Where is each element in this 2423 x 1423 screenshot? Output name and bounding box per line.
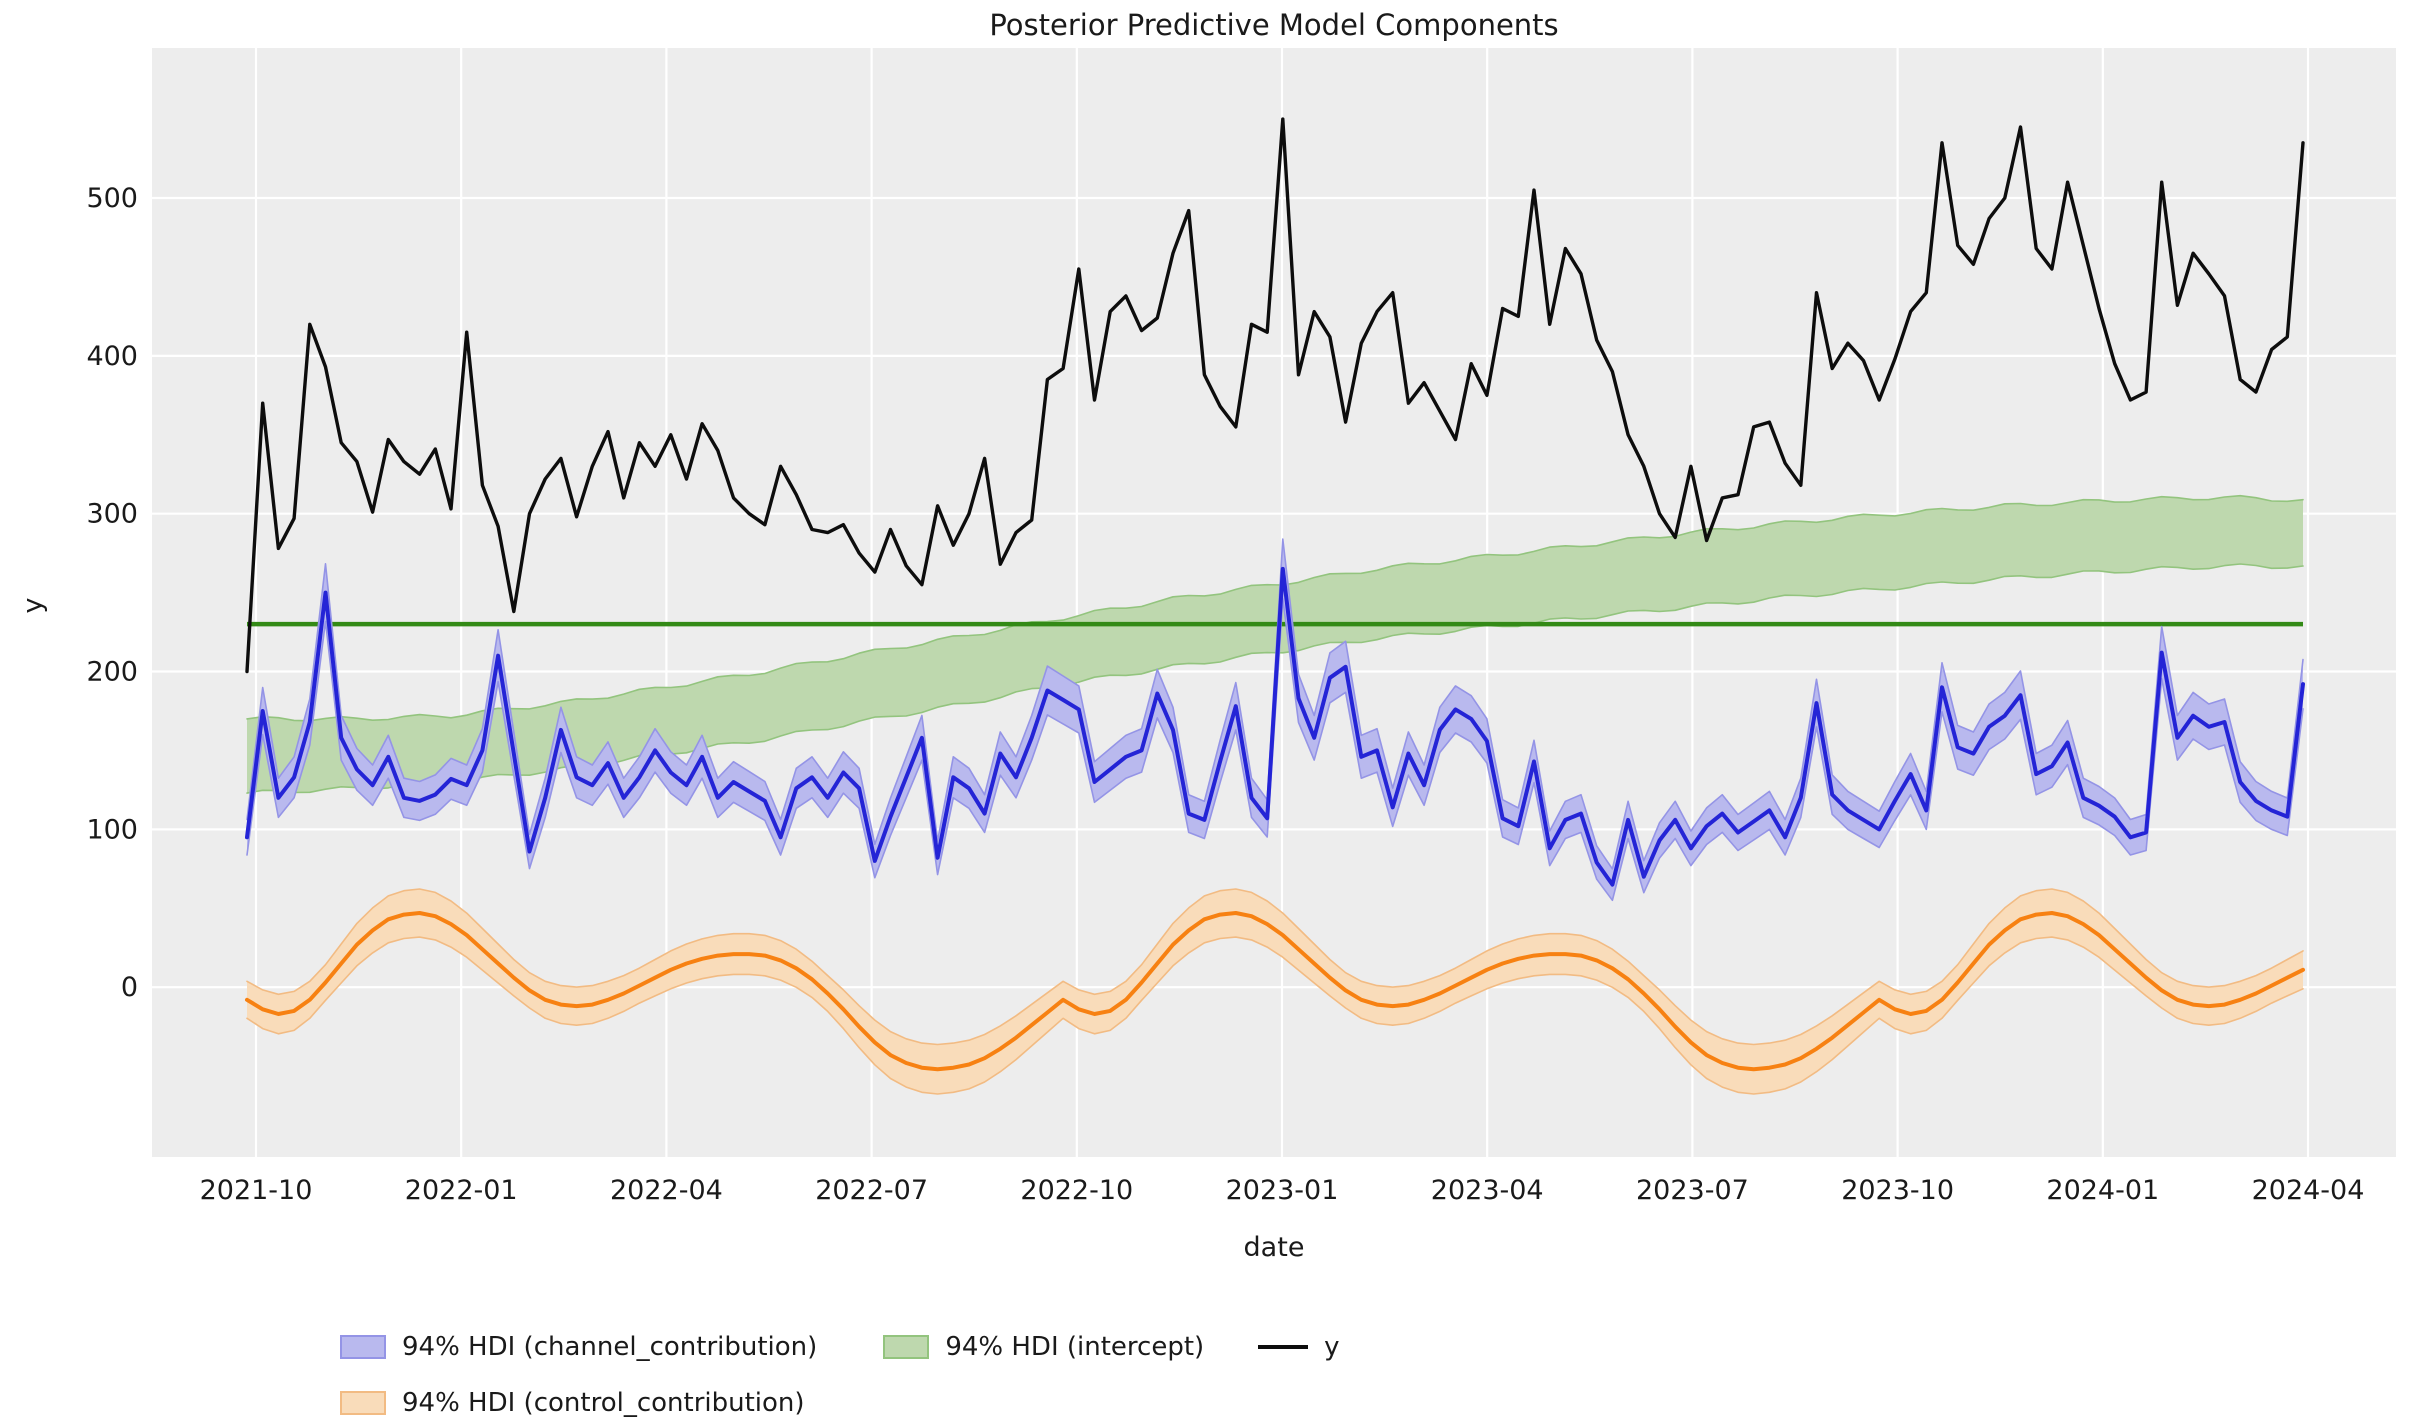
y-tick-label: 300 xyxy=(86,499,138,530)
legend-item-y: y xyxy=(1258,1332,1340,1362)
channel-mean-line xyxy=(245,566,2305,887)
hdi-band xyxy=(247,889,2303,1094)
legend-label-intercept: 94% HDI (intercept) xyxy=(945,1332,1205,1362)
chart-title: Posterior Predictive Model Components xyxy=(989,8,1559,42)
x-tick-label: 2021-10 xyxy=(200,1175,313,1206)
x-tick-label: 2022-01 xyxy=(405,1175,518,1206)
legend-item-intercept: 94% HDI (intercept) xyxy=(883,1332,1204,1362)
legend-label-y: y xyxy=(1324,1332,1340,1362)
control-mean-line xyxy=(245,911,2305,1072)
hdi-band-edge xyxy=(246,888,2304,1046)
y-tick-label: 200 xyxy=(86,657,138,688)
x-tick-label: 2024-04 xyxy=(2252,1175,2365,1206)
legend-row-1: 94% HDI (channel_contribution) 94% HDI (… xyxy=(340,1332,1340,1362)
y-tick-label: 500 xyxy=(86,183,138,214)
y-observed-line xyxy=(245,117,2305,674)
y-tick-label: 400 xyxy=(86,341,138,372)
hdi-band-edge xyxy=(246,936,2304,1095)
legend-row-2: 94% HDI (control_contribution) xyxy=(340,1388,805,1418)
legend-label-channel: 94% HDI (channel_contribution) xyxy=(402,1332,818,1362)
x-tick-label: 2022-07 xyxy=(815,1175,928,1206)
x-tick-label: 2023-10 xyxy=(1841,1175,1954,1206)
intercept-hdi-swatch xyxy=(883,1335,930,1359)
x-tick-label: 2023-01 xyxy=(1226,1175,1339,1206)
x-tick-label: 2022-10 xyxy=(1020,1175,1133,1206)
x-axis-label: date xyxy=(1243,1232,1305,1263)
legend-item-control: 94% HDI (control_contribution) xyxy=(340,1388,805,1418)
x-tick-label: 2023-07 xyxy=(1636,1175,1749,1206)
hdi-band xyxy=(247,495,2303,794)
y-tick-label: 0 xyxy=(121,972,138,1003)
legend-item-channel: 94% HDI (channel_contribution) xyxy=(340,1332,817,1362)
y-line-swatch xyxy=(1258,1345,1309,1349)
channel-hdi-swatch xyxy=(340,1335,386,1359)
y-tick-label: 100 xyxy=(86,814,138,845)
legend-label-control: 94% HDI (control_contribution) xyxy=(402,1388,805,1418)
x-tick-label: 2022-04 xyxy=(610,1175,723,1206)
x-tick-label: 2023-04 xyxy=(1431,1175,1544,1206)
x-tick-label: 2024-01 xyxy=(2046,1175,2159,1206)
y-axis-label: y xyxy=(17,597,49,614)
control-hdi-swatch xyxy=(340,1391,386,1415)
hdi-band-edge xyxy=(246,494,2304,722)
